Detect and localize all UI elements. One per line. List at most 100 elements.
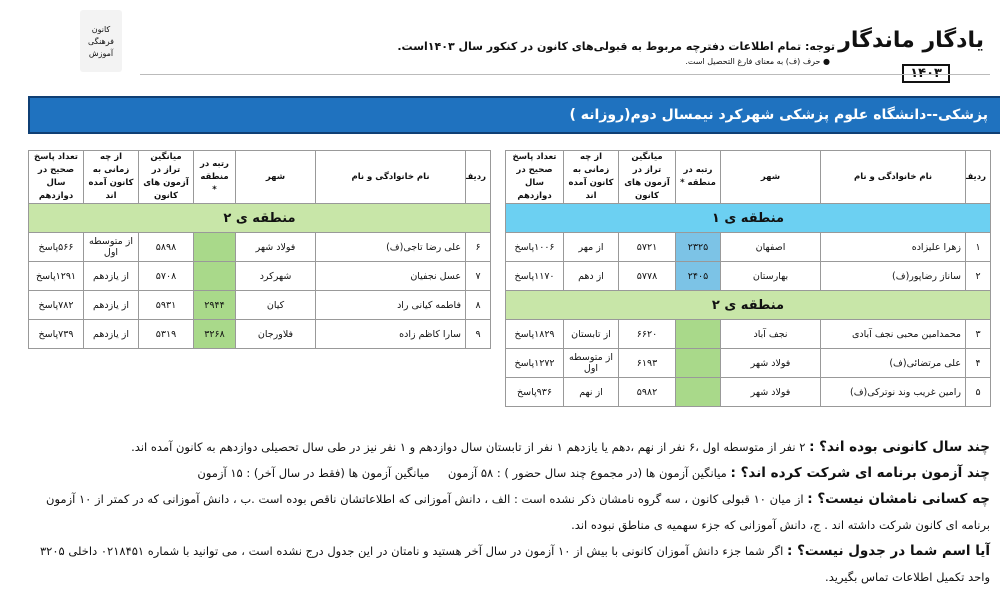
cell: علی مرتضائی(ف) <box>820 348 966 378</box>
cell: ۵۷۲۱ <box>618 232 676 262</box>
cell: ۵۷۷۸ <box>618 261 676 291</box>
cell: ۱۲۷۲پاسخ <box>505 348 564 378</box>
section-label: منطقه ی ۱ <box>505 203 991 233</box>
cell: ۴ <box>965 348 991 378</box>
section-label: منطقه ی ۲ <box>505 290 991 320</box>
cell <box>675 319 721 349</box>
logo: یادگار ماندگار ۱۴۰۳ <box>838 28 990 90</box>
cell: از مهر <box>563 232 619 262</box>
cell: از یازدهم <box>83 319 139 349</box>
cell: ۸ <box>465 290 491 320</box>
cell: ۲ <box>965 261 991 291</box>
column-header: نام خانوادگی و نام <box>820 150 966 204</box>
data-row: ۹ سارا کاظم زاده فلاورجان ۳۲۶۸ ۵۳۱۹ از یازدهم… <box>28 319 491 349</box>
cell <box>675 348 721 378</box>
cell: ۶۶۲۰ <box>618 319 676 349</box>
column-header: از چه زمانی به کانون آمده اند <box>563 150 619 204</box>
logo-year: ۱۴۰۳ <box>902 64 950 83</box>
cell: فولاد شهر <box>720 348 821 378</box>
faq-answer: ۲ نفر از متوسطه اول ،۶ نفر از نهم ،دهم ی… <box>131 440 806 454</box>
faq-question: چند آزمون برنامه ای شرکت کرده اند؟ : <box>730 465 990 481</box>
cell: ۲۴۰۵ <box>675 261 721 291</box>
cell: ۱۰۰۶پاسخ <box>505 232 564 262</box>
cell: از یازدهم <box>83 290 139 320</box>
data-row: ۶ علی رضا تاجی(ف) فولاد شهر ۵۸۹۸ از متوسطه ا… <box>28 232 491 262</box>
cell: شهرکرد <box>235 261 316 291</box>
cell: ۶۱۹۳ <box>618 348 676 378</box>
column-header: رتبه در منطقه * <box>193 150 236 204</box>
cell: ۱۱۷۰پاسخ <box>505 261 564 291</box>
column-header: شهر <box>235 150 316 204</box>
cell: ۱۸۲۹پاسخ <box>505 319 564 349</box>
cell: نجف آباد <box>720 319 821 349</box>
cell: ۵۹۳۱ <box>138 290 194 320</box>
cell: از نهم <box>563 377 619 407</box>
cell: محمدامین محبی نجف آبادی <box>820 319 966 349</box>
side-logo-text: فرهنگی <box>88 37 114 46</box>
column-header: شهر <box>720 150 821 204</box>
cell <box>675 377 721 407</box>
column-header: رتبه در منطقه * <box>675 150 721 204</box>
cell <box>193 261 236 291</box>
cell: فولاد شهر <box>235 232 316 262</box>
header-row: ردیف نام خانوادگی و نام شهر رتبه در منطقه *… <box>505 150 991 204</box>
section-row: منطقه ی ۲ <box>505 290 991 320</box>
side-logo-text: کانون <box>91 25 111 34</box>
cell <box>193 232 236 262</box>
cell: اصفهان <box>720 232 821 262</box>
cell: ۲۳۲۵ <box>675 232 721 262</box>
faq-question: چه کسانی نامشان نیست؟ : <box>807 491 990 507</box>
cell: از یازدهم <box>83 261 139 291</box>
cell: بهارستان <box>720 261 821 291</box>
cell: ۵۸۹۸ <box>138 232 194 262</box>
cell: ۵۹۸۲ <box>618 377 676 407</box>
data-row: ۷ عسل نجفیان شهرکرد ۵۷۰۸ از یازدهم ۱۲۹۱پاسخ <box>28 261 491 291</box>
data-row: ۳ محمدامین محبی نجف آبادی نجف آباد ۶۶۲۰ از ت… <box>505 319 991 349</box>
faq-question: چند سال کانونی بوده اند؟ : <box>809 439 990 455</box>
cell: ساناز رضاپور(ف) <box>820 261 966 291</box>
column-header: از چه زمانی به کانون آمده اند <box>83 150 139 204</box>
cell: ۹۳۶پاسخ <box>505 377 564 407</box>
column-header: نام خانوادگی و نام <box>315 150 466 204</box>
cell: ۳۲۶۸ <box>193 319 236 349</box>
cell: ۵۳۱۹ <box>138 319 194 349</box>
cell: از تابستان <box>563 319 619 349</box>
section-row: منطقه ی ۱ <box>505 203 991 233</box>
cell: زهرا علیزاده <box>820 232 966 262</box>
faq-item: چند سال کانونی بوده اند؟ : ۲ نفر از متوس… <box>30 434 990 460</box>
header-row: ردیف نام خانوادگی و نام شهر رتبه در منطقه *… <box>28 150 491 204</box>
cell: فلاورجان <box>235 319 316 349</box>
cell: ۶ <box>465 232 491 262</box>
side-logo-text: آموزش <box>88 49 114 58</box>
cell: ۵ <box>965 377 991 407</box>
note: ● حرف (ف) به معنای فارغ التحصیل است. <box>685 57 830 66</box>
faq-item: آیا اسم شما در جدول نیست؟ : اگر شما جزء … <box>30 538 990 590</box>
side-logo: کانون فرهنگی آموزش <box>80 10 122 72</box>
cell: ۱ <box>965 232 991 262</box>
cell: عسل نجفیان <box>315 261 466 291</box>
faq-question: آیا اسم شما در جدول نیست؟ : <box>786 543 990 559</box>
section-label: منطقه ی ۲ <box>28 203 491 233</box>
data-row: ۵ رامین غریب وند نوترکی(ف) فولاد شهر ۵۹۸۲ از… <box>505 377 991 407</box>
cell: ۷۳۹پاسخ <box>28 319 84 349</box>
column-header: تعداد پاسخ صحیح در سال دوازدهم <box>505 150 564 204</box>
divider <box>140 74 990 75</box>
column-header: تعداد پاسخ صحیح در سال دوازدهم <box>28 150 84 204</box>
data-row: ۴ علی مرتضائی(ف) فولاد شهر ۶۱۹۳ از متوسطه او… <box>505 348 991 378</box>
cell: سارا کاظم زاده <box>315 319 466 349</box>
faq-answer: میانگین آزمون ها (در مجموع چند سال حضور … <box>197 466 727 480</box>
column-header: میانگین تراز در آزمون های کانون <box>618 150 676 204</box>
section-row: منطقه ی ۲ <box>28 203 491 233</box>
data-row: ۸ فاطمه کیانی راد کیان ۲۹۴۴ ۵۹۳۱ از یازدهم ۷۸۲… <box>28 290 491 320</box>
cell: فاطمه کیانی راد <box>315 290 466 320</box>
cell: از متوسطه اول <box>563 348 619 378</box>
notice: توجه: تمام اطلاعات دفترچه مربوط به قبولی… <box>397 40 835 53</box>
data-row: ۲ ساناز رضاپور(ف) بهارستان ۲۴۰۵ ۵۷۷۸ از دهم ۱۱… <box>505 261 991 291</box>
faq-item: چند آزمون برنامه ای شرکت کرده اند؟ : میا… <box>30 460 990 486</box>
cell: ۹ <box>465 319 491 349</box>
cell: از متوسطه اول <box>83 232 139 262</box>
data-row: ۱ زهرا علیزاده اصفهان ۲۳۲۵ ۵۷۲۱ از مهر ۱۰۰۶پاس… <box>505 232 991 262</box>
cell: رامین غریب وند نوترکی(ف) <box>820 377 966 407</box>
cell: از دهم <box>563 261 619 291</box>
